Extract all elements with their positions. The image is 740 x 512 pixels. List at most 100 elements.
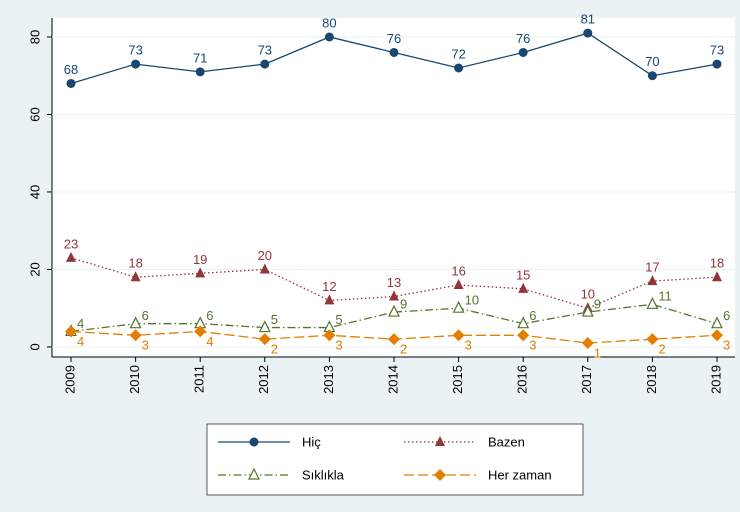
data-label: 76 (516, 31, 530, 46)
point (452, 300, 465, 313)
data-label: 3 (465, 338, 472, 353)
legend-label: Sıklıkla (302, 467, 345, 482)
point (581, 337, 594, 350)
data-label: 9 (400, 296, 407, 311)
point (647, 275, 658, 286)
data-label: 6 (206, 308, 213, 323)
y-tick-label: 0 (27, 343, 42, 350)
data-label: 76 (387, 31, 401, 46)
point (646, 333, 659, 346)
data-label: 72 (451, 46, 465, 61)
data-label: 4 (206, 334, 213, 349)
data-label: 10 (581, 287, 595, 302)
point (518, 282, 529, 293)
point (518, 47, 528, 57)
data-label: 6 (142, 308, 149, 323)
data-label: 2 (400, 342, 407, 357)
legend-label: Her zaman (488, 467, 552, 482)
point (258, 333, 271, 346)
data-label: 11 (658, 289, 672, 304)
point (131, 59, 141, 69)
point (260, 59, 270, 69)
point (711, 316, 723, 329)
point (452, 329, 465, 342)
point (583, 28, 593, 38)
point (453, 278, 464, 289)
x-tick-label: 2011 (192, 365, 207, 393)
data-label: 6 (529, 308, 536, 323)
data-label: 3 (142, 338, 149, 353)
data-label: 23 (64, 236, 78, 251)
data-label: 13 (387, 275, 401, 290)
data-label: 73 (710, 43, 724, 58)
point (711, 329, 723, 342)
point (517, 329, 530, 342)
data-label: 80 (322, 15, 336, 30)
point (517, 316, 530, 329)
data-label: 2 (658, 342, 665, 357)
x-tick-label: 2012 (256, 365, 271, 394)
data-label: 3 (335, 338, 342, 353)
point (195, 267, 206, 278)
data-label: 4 (77, 316, 84, 331)
point (129, 316, 142, 329)
point (389, 290, 399, 301)
point (647, 71, 657, 81)
x-tick-label: 2019 (708, 365, 723, 394)
point (130, 271, 141, 282)
y-tick-label: 40 (27, 185, 42, 199)
data-label: 16 (451, 263, 465, 278)
legend-marker (248, 467, 260, 480)
point (195, 67, 205, 77)
legend-marker (435, 436, 445, 446)
legend-label: Bazen (488, 434, 525, 449)
data-label: 5 (335, 312, 342, 327)
data-label: 1 (594, 345, 601, 360)
data-label: 15 (516, 267, 530, 282)
data-label: 81 (581, 12, 595, 27)
y-tick-label: 80 (27, 30, 42, 44)
legend-box (206, 423, 584, 496)
x-tick-label: 2013 (321, 365, 336, 394)
data-label: 71 (193, 50, 207, 65)
data-label: 3 (529, 338, 536, 353)
point (389, 47, 399, 57)
point (129, 329, 142, 342)
legend-marker (249, 437, 259, 447)
point (388, 304, 400, 317)
data-label: 5 (271, 312, 278, 327)
point (712, 59, 722, 69)
data-label: 70 (645, 54, 659, 69)
point (66, 251, 76, 262)
x-tick-label: 2018 (644, 365, 659, 394)
y-tick-label: 20 (27, 262, 42, 276)
point (388, 333, 400, 346)
point (259, 263, 270, 274)
x-tick-label: 2010 (127, 365, 142, 394)
x-tick-label: 2009 (62, 365, 77, 394)
data-label: 19 (193, 252, 207, 267)
point (646, 296, 659, 309)
x-tick-label: 2016 (515, 365, 530, 394)
data-label: 73 (128, 43, 142, 58)
point (65, 325, 77, 338)
data-label: 6 (723, 308, 730, 323)
point (194, 325, 207, 338)
data-label: 10 (465, 293, 479, 308)
x-tick-label: 2015 (450, 365, 465, 394)
data-label: 18 (128, 256, 142, 271)
data-label: 4 (77, 334, 84, 349)
data-label: 2 (271, 342, 278, 357)
data-label: 68 (64, 62, 78, 77)
data-label: 9 (594, 296, 601, 311)
data-label: 20 (258, 248, 272, 263)
data-label: 17 (645, 260, 659, 275)
point (454, 63, 464, 73)
y-tick-label: 60 (27, 107, 42, 121)
point (324, 294, 335, 305)
x-tick-label: 2017 (579, 365, 594, 394)
x-tick-label: 2014 (385, 365, 400, 394)
point (324, 32, 334, 42)
legend-label: Hiç (302, 434, 321, 449)
